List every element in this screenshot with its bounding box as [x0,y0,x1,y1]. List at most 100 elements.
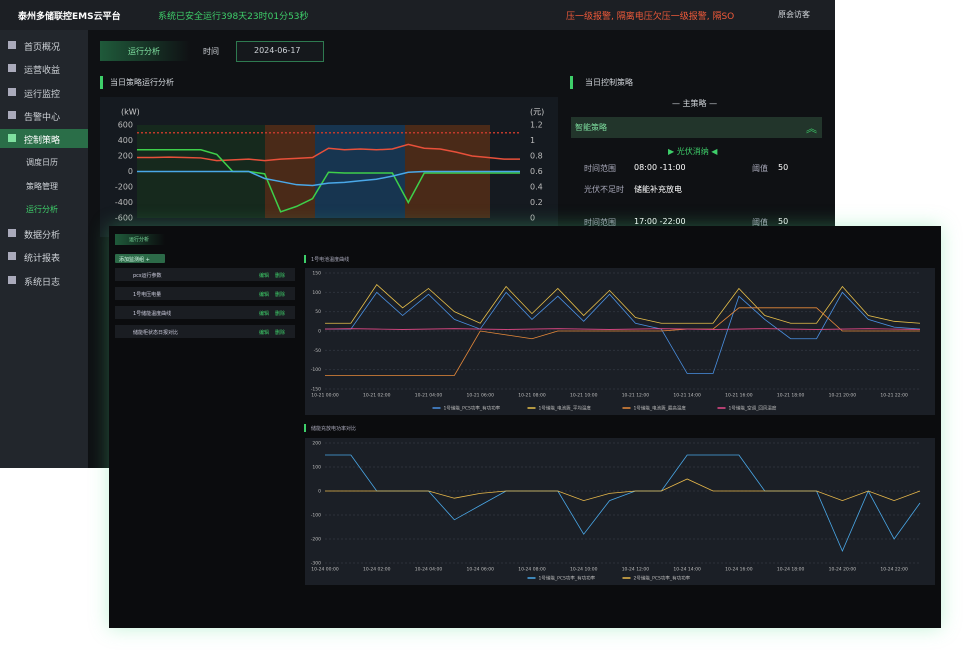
x-tick-label: 10-24 14:00 [673,567,701,573]
nav-icon [8,134,16,142]
delete[interactable]: 删除 [275,291,285,298]
y2-tick-label: 1.2 [530,121,543,130]
nav-item[interactable]: 统计报表 [24,251,60,264]
series-line [325,479,920,501]
legend-label: 1号储能_PCS功率_有功功率 [444,405,501,412]
x-tick-label: 10-24 18:00 [777,567,805,573]
tab-label[interactable]: 运行分析 [129,236,149,243]
y-tick-label: 150 [312,271,321,277]
temp-chart: 150100500-50-100-15010-21 00:0010-21 02:… [305,268,935,415]
y-label: (kW) [121,108,140,117]
nav-item[interactable]: 首页概况 [24,40,60,53]
nav-icon [8,111,16,119]
x-tick-label: 10-24 06:00 [466,567,494,573]
marker [304,424,306,432]
alarm[interactable]: 压一级报警, 隔离电压欠压一级报警, 隔SO [566,9,734,22]
y2-tick-label: 0 [530,214,535,223]
strategy-title: 当日控制策略 [585,77,633,88]
nav-icon [8,229,16,237]
strategy-chart: (kW) (元) 6004002000-200-400-6001.210.80.… [100,97,558,237]
x-tick-label: 10-21 14:00 [673,393,701,399]
legend-label: 1号储能_电池簇_平均温度 [539,405,592,412]
x-tick-label: 10-21 12:00 [622,393,650,399]
y-tick-label: 0 [318,329,321,335]
y-tick-label: -600 [115,214,133,223]
nav-item[interactable]: 运营收益 [24,63,60,76]
y-tick-label: 200 [118,152,133,161]
nav-item[interactable]: 运行分析 [26,204,58,215]
mode: ▶ 光伏消纳 ◀ [668,146,717,157]
series-line [325,329,920,330]
add-button-label[interactable]: 添加监测组 + [119,256,150,263]
chart-title: 储能充放电功率对比 [311,425,356,432]
x-tick-label: 10-21 00:00 [311,393,339,399]
strategy-field: 阈值 [752,163,768,174]
nav-item[interactable]: 调度日历 [26,157,58,168]
series-line [325,285,920,324]
tariff-band [315,125,405,218]
x-tick-label: 10-24 08:00 [518,567,546,573]
x-tick-label: 10-21 20:00 [829,393,857,399]
group-name[interactable]: 1号电压电量 [133,291,161,298]
nav-icon [8,88,16,96]
strategy-box [571,117,822,138]
y-tick-label: -200 [115,183,133,192]
x-tick-label: 10-24 10:00 [570,567,598,573]
x-tick-label: 10-21 22:00 [880,393,908,399]
strategy-field: 17:00 -22:00 [634,217,686,226]
nav-item[interactable]: 系统日志 [24,275,60,288]
legend-label: 1号储能_PCS功率_有功功率 [539,575,596,582]
nav-item[interactable]: 策略管理 [26,181,58,192]
y-tick-label: 400 [118,136,133,145]
status: 系统已安全运行398天23时01分53秒 [158,9,309,22]
edit[interactable]: 编辑 [259,310,269,317]
nav-item[interactable]: 告警中心 [24,110,60,123]
x-tick-label: 10-21 06:00 [466,393,494,399]
y-tick-label: -100 [311,367,321,373]
app-title: 泰州多储联控EMS云平台 [18,9,121,22]
group-name[interactable]: pcs运行参数 [133,272,162,279]
y-tick-label: -150 [311,387,321,393]
legend-label: 2号储能_PCS功率_有功功率 [634,575,691,582]
x-tick-label: 10-24 22:00 [880,567,908,573]
series-line [325,455,920,551]
nav-icon [8,64,16,72]
nav-item[interactable]: 控制策略 [24,133,60,146]
power-chart: 2001000-100-200-30010-24 00:0010-24 02:0… [305,438,935,585]
x-tick-label: 10-24 20:00 [829,567,857,573]
legend-label: 1号储能_电池簇_最高温度 [634,405,687,412]
nav-item[interactable]: 数据分析 [24,228,60,241]
x-tick-label: 10-21 16:00 [725,393,753,399]
y2-label: (元) [530,108,544,117]
edit[interactable]: 编辑 [259,291,269,298]
legend-label: 1号储能_空调_回风温度 [729,405,777,412]
nav-item[interactable]: 运行监控 [24,87,60,100]
nav-icon [8,252,16,260]
date[interactable]: 2024-06-17 [254,46,301,55]
y-tick-label: -200 [311,537,321,543]
y-tick-label: 200 [312,441,321,447]
series-line [325,292,920,373]
x-tick-label: 10-21 04:00 [415,393,443,399]
edit[interactable]: 编辑 [259,272,269,279]
delete[interactable]: 删除 [275,329,285,336]
strategy-field: 08:00 -11:00 [634,163,686,172]
x-tick-label: 10-24 00:00 [311,567,339,573]
series-line [325,308,920,376]
y2-tick-label: 0.4 [530,183,543,192]
delete[interactable]: 删除 [275,272,285,279]
y-tick-label: 100 [312,290,321,296]
tariff-band [265,125,315,218]
nav-icon [8,41,16,49]
strategy-field: 时间范围 [584,163,616,174]
tab-label[interactable]: 运行分析 [128,46,160,57]
group-name[interactable]: 1号储能温度曲线 [133,310,171,317]
collapse-icon[interactable]: ︽ [806,120,817,136]
group-name[interactable]: 储能柜状态日报对比 [133,329,178,336]
time-label: 时间 [203,46,219,57]
x-tick-label: 10-24 02:00 [363,567,391,573]
delete[interactable]: 删除 [275,310,285,317]
user[interactable]: 原会访客 [778,9,810,20]
edit[interactable]: 编辑 [259,329,269,336]
